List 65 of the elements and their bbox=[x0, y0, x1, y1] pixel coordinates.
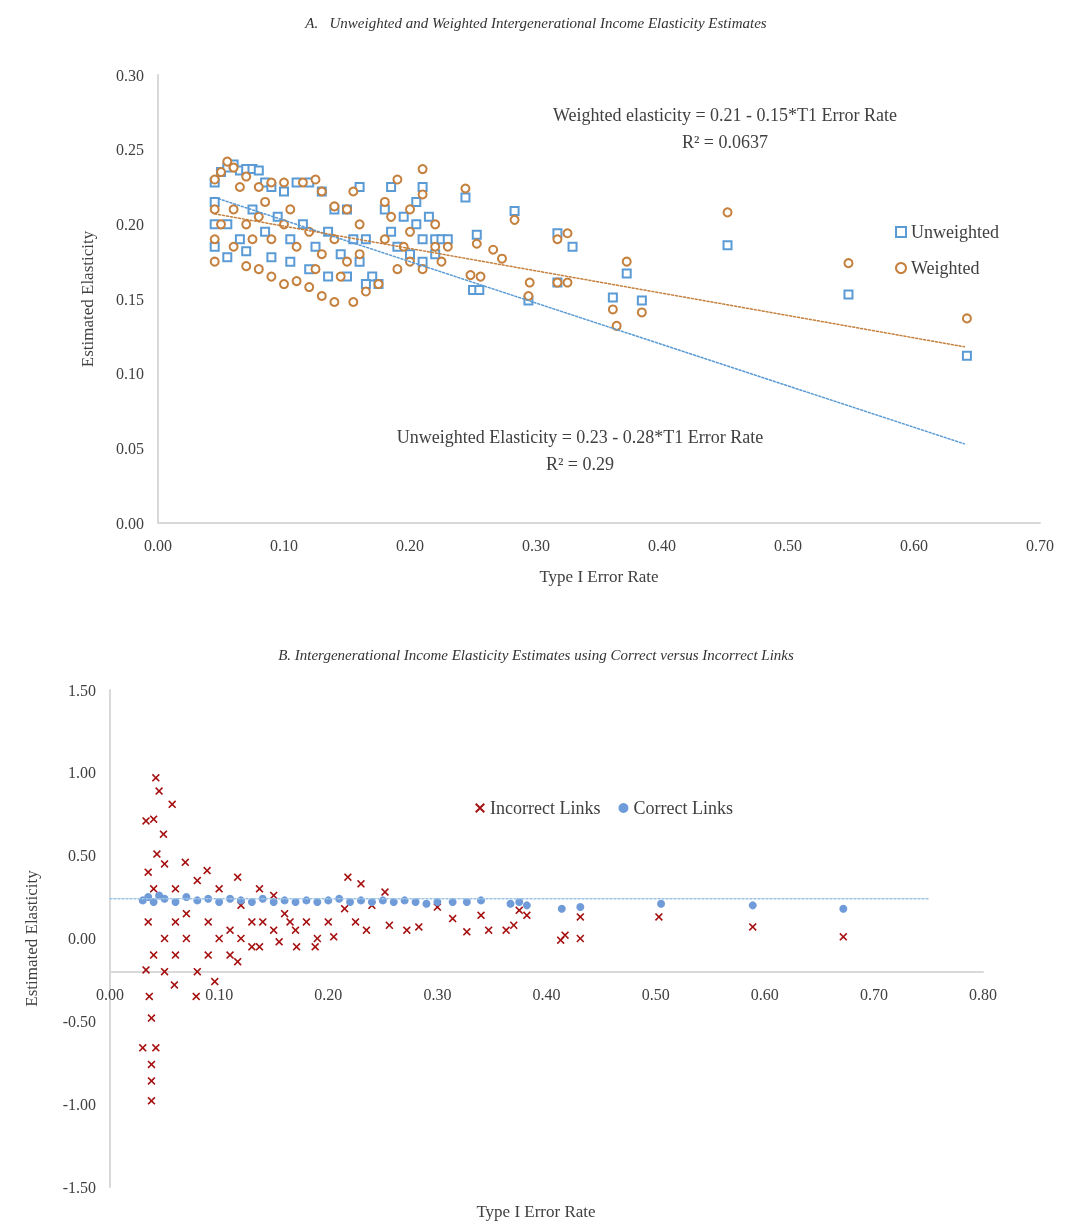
point bbox=[291, 898, 300, 907]
point bbox=[448, 898, 457, 907]
point bbox=[506, 899, 515, 908]
point bbox=[411, 898, 420, 907]
annotation: R² = 0.0637 bbox=[681, 132, 769, 152]
chart-title: A. Unweighted and Weighted Intergenerational Income Elasticity Estimates bbox=[304, 14, 767, 31]
x-tick-label: 0.70 bbox=[1026, 536, 1054, 554]
point bbox=[215, 898, 224, 907]
legend-label: Weighted bbox=[911, 258, 980, 278]
point bbox=[346, 898, 355, 907]
x-axis-title: Type I Error Rate bbox=[476, 1202, 596, 1221]
legend-label: Unweighted bbox=[911, 222, 999, 242]
x-tick-label: 0.00 bbox=[96, 985, 124, 1003]
annotation: Unweighted Elasticity = 0.23 - 0.28*T1 Error Rate bbox=[396, 427, 764, 447]
x-tick-label: 0.40 bbox=[532, 985, 561, 1003]
point bbox=[389, 898, 398, 907]
y-tick-label: 0.05 bbox=[116, 439, 144, 457]
x-tick-label: 0.30 bbox=[423, 985, 452, 1003]
y-tick-label: 0.00 bbox=[68, 930, 96, 947]
point bbox=[515, 898, 524, 907]
x-tick-label: 0.60 bbox=[750, 985, 779, 1003]
legend-label: Correct Links bbox=[633, 798, 733, 818]
y-tick-label: 1.50 bbox=[68, 681, 96, 699]
y-tick-label: 0.15 bbox=[116, 290, 144, 308]
y-axis-title: Estimated Elasticity bbox=[78, 230, 97, 368]
chart-title: B. Intergenerational Income Elasticity Estimates using Correct versus Incorrect Links bbox=[278, 646, 795, 663]
point bbox=[247, 898, 256, 907]
point bbox=[748, 901, 757, 910]
x-axis-title: Type I Error Rate bbox=[539, 567, 659, 586]
legend-label: Incorrect Links bbox=[490, 798, 601, 818]
point bbox=[557, 904, 566, 913]
point bbox=[149, 898, 158, 907]
point bbox=[839, 904, 848, 913]
x-tick-label: 0.10 bbox=[205, 985, 234, 1003]
point bbox=[522, 901, 531, 910]
point bbox=[269, 898, 278, 907]
x-tick-label: 0.20 bbox=[396, 536, 424, 554]
y-tick-label: 0.10 bbox=[116, 365, 144, 383]
x-tick-label: 0.70 bbox=[859, 985, 888, 1003]
y-tick-label: 1.00 bbox=[68, 764, 96, 782]
x-tick-label: 0.30 bbox=[522, 536, 550, 554]
x-tick-label: 0.50 bbox=[774, 536, 802, 554]
point bbox=[576, 903, 585, 912]
y-tick-label: 0.00 bbox=[116, 514, 144, 532]
y-tick-label: 0.25 bbox=[116, 141, 144, 159]
y-tick-label: -1.50 bbox=[62, 1178, 96, 1196]
x-tick-label: 0.10 bbox=[270, 536, 298, 554]
y-tick-label: 0.20 bbox=[116, 215, 144, 233]
annotation: R² = 0.29 bbox=[545, 454, 615, 474]
y-tick-label: -1.00 bbox=[62, 1095, 96, 1113]
x-tick-label: 0.50 bbox=[641, 985, 670, 1003]
x-tick-label: 0.20 bbox=[314, 985, 343, 1003]
point bbox=[422, 899, 431, 908]
y-axis-title: Estimated Elasticity bbox=[22, 869, 41, 1007]
point bbox=[657, 899, 666, 908]
x-tick-label: 0.40 bbox=[648, 536, 676, 554]
x-tick-label: 0.00 bbox=[144, 536, 172, 554]
y-tick-label: 0.50 bbox=[68, 847, 96, 865]
y-tick-label: 0.30 bbox=[116, 66, 144, 84]
x-tick-label: 0.60 bbox=[900, 536, 928, 554]
x-tick-label: 0.80 bbox=[969, 985, 997, 1003]
y-tick-label: -0.50 bbox=[62, 1012, 96, 1030]
point bbox=[313, 898, 322, 907]
annotation: Weighted elasticity = 0.21 - 0.15*T1 Error Rate bbox=[552, 105, 898, 125]
point bbox=[462, 898, 471, 907]
